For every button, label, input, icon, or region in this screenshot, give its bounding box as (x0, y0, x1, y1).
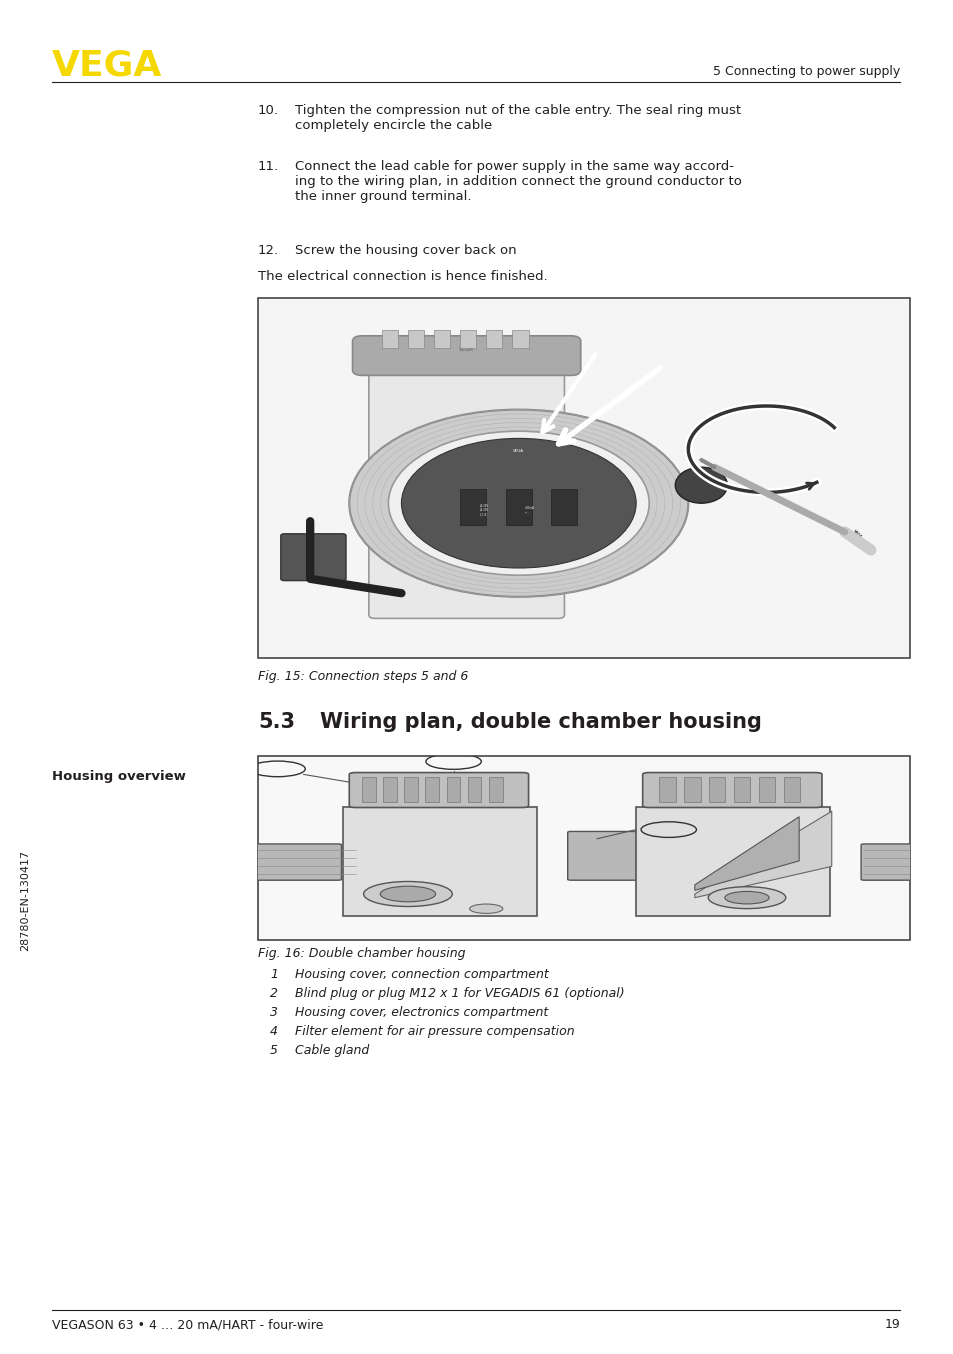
Text: 5 Connecting to power supply: 5 Connecting to power supply (712, 65, 899, 79)
FancyBboxPatch shape (642, 773, 821, 807)
Circle shape (363, 881, 452, 907)
Bar (488, 777, 502, 802)
Bar (733, 777, 750, 802)
Text: 19: 19 (883, 1317, 899, 1331)
Text: 10.: 10. (257, 104, 278, 116)
Bar (425, 777, 439, 802)
Text: VEGA: VEGA (852, 529, 862, 539)
FancyBboxPatch shape (636, 807, 829, 917)
Bar (708, 777, 724, 802)
Text: Housing cover, electronics compartment: Housing cover, electronics compartment (294, 1006, 548, 1020)
Text: 28780-EN-130417: 28780-EN-130417 (20, 849, 30, 951)
Circle shape (469, 904, 502, 914)
Bar (257, 298, 909, 658)
Circle shape (707, 887, 785, 909)
Text: Tighten the compression nut of the cable entry. The seal ring must
completely en: Tighten the compression nut of the cable… (294, 104, 740, 131)
FancyBboxPatch shape (369, 352, 564, 619)
Text: 24-32V
24-33V
L1  N: 24-32V 24-33V L1 N (479, 504, 488, 517)
Bar (459, 330, 476, 348)
Text: VEGA: VEGA (52, 47, 162, 83)
Text: Housing overview: Housing overview (52, 770, 186, 783)
Polygon shape (694, 816, 799, 891)
Circle shape (401, 439, 636, 567)
FancyBboxPatch shape (342, 807, 537, 917)
Text: VEGA: VEGA (458, 347, 474, 352)
Bar (404, 777, 417, 802)
Bar (381, 330, 397, 348)
Bar (551, 489, 577, 525)
Bar (683, 777, 700, 802)
Polygon shape (694, 811, 831, 898)
FancyBboxPatch shape (567, 831, 640, 880)
Text: Connect the lead cable for power supply in the same way accord-
ing to the wirin: Connect the lead cable for power supply … (294, 160, 741, 203)
Bar (758, 777, 775, 802)
Text: Wiring plan, double chamber housing: Wiring plan, double chamber housing (319, 712, 761, 733)
Bar (383, 777, 396, 802)
Bar (459, 489, 486, 525)
FancyBboxPatch shape (861, 844, 953, 880)
Text: 3: 3 (270, 1006, 277, 1020)
Bar (659, 777, 675, 802)
Circle shape (724, 891, 768, 904)
Text: Cable gland: Cable gland (294, 1044, 369, 1057)
Circle shape (388, 431, 649, 575)
Circle shape (349, 410, 688, 597)
Bar (257, 756, 909, 940)
Bar (782, 777, 800, 802)
Text: 11.: 11. (257, 160, 279, 173)
Bar (467, 777, 481, 802)
Text: 1: 1 (270, 968, 277, 982)
FancyBboxPatch shape (349, 773, 528, 807)
Text: VEGASON 63 • 4 … 20 mA/HART - four-wire: VEGASON 63 • 4 … 20 mA/HART - four-wire (52, 1317, 323, 1331)
Text: Housing cover, connection compartment: Housing cover, connection compartment (294, 968, 548, 982)
Text: Filter element for air pressure compensation: Filter element for air pressure compensa… (294, 1025, 574, 1039)
Bar (434, 330, 450, 348)
FancyBboxPatch shape (235, 844, 341, 880)
Bar (512, 330, 528, 348)
Bar (408, 330, 424, 348)
Circle shape (380, 886, 436, 902)
Text: 4.20mA
+ -: 4.20mA + - (525, 506, 535, 515)
FancyBboxPatch shape (353, 336, 580, 375)
Text: Screw the housing cover back on: Screw the housing cover back on (294, 244, 517, 257)
Text: VEGA: VEGA (513, 450, 524, 454)
Bar (486, 330, 502, 348)
Text: The electrical connection is hence finished.: The electrical connection is hence finis… (257, 269, 547, 283)
Text: 5: 5 (270, 1044, 277, 1057)
Bar (446, 777, 460, 802)
Text: Blind plug or plug M12 x 1 for VEGADIS 61 (optional): Blind plug or plug M12 x 1 for VEGADIS 6… (294, 987, 624, 1001)
Text: 2: 2 (270, 987, 277, 1001)
FancyBboxPatch shape (280, 533, 346, 581)
Bar (505, 489, 531, 525)
Text: Fig. 15: Connection steps 5 and 6: Fig. 15: Connection steps 5 and 6 (257, 670, 468, 682)
Text: 5.3: 5.3 (257, 712, 294, 733)
Ellipse shape (675, 467, 727, 504)
Bar (362, 777, 375, 802)
Text: 4: 4 (270, 1025, 277, 1039)
Text: 12.: 12. (257, 244, 279, 257)
Text: Fig. 16: Double chamber housing: Fig. 16: Double chamber housing (257, 946, 465, 960)
